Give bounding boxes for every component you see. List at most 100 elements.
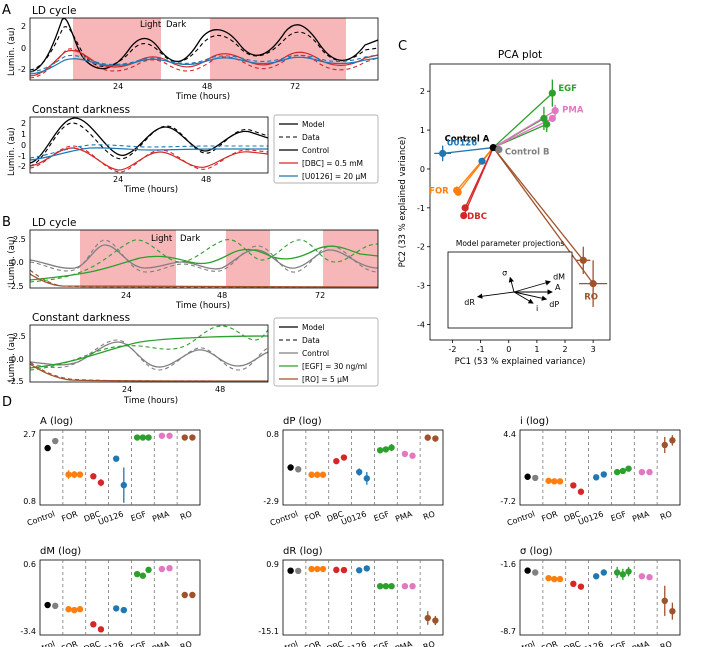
category-label: FOR xyxy=(540,509,559,523)
pca-point-label: U0126 xyxy=(447,138,478,148)
u0126-model-line xyxy=(30,56,378,75)
pca-point-label: PMA xyxy=(562,106,584,116)
estimate-point xyxy=(133,570,141,578)
inset-vector-arrow xyxy=(513,291,548,301)
estimate-point xyxy=(570,580,577,588)
legend-label: [EGF] = 30 ng/ml xyxy=(302,362,367,371)
category-label: Control xyxy=(269,509,299,527)
estimate-point xyxy=(319,565,327,573)
estimate-point xyxy=(532,569,539,576)
estimate-point xyxy=(71,471,78,478)
estimate-point xyxy=(65,471,72,478)
pca-point xyxy=(495,145,503,154)
light-label: Light xyxy=(140,20,162,30)
subplot-frame xyxy=(519,429,681,506)
subplot-ytick: -15.1 xyxy=(258,627,279,636)
pca-point-label: FOR xyxy=(429,186,449,196)
estimate-point xyxy=(112,455,120,462)
category-label: DBC xyxy=(563,639,583,647)
pca-point xyxy=(579,256,587,264)
egf-model-line xyxy=(30,245,378,281)
category-label: FOR xyxy=(303,509,322,523)
estimate-point xyxy=(669,437,676,444)
estimate-point xyxy=(295,466,302,473)
pca-connector-line xyxy=(463,147,494,216)
control-model-line xyxy=(30,341,268,368)
estimate-point xyxy=(287,567,294,574)
estimate-point xyxy=(545,574,552,582)
pca-point xyxy=(461,204,469,212)
subplot-title: dP (log) xyxy=(283,416,322,427)
subplot-ytick: -2.9 xyxy=(263,497,279,506)
estimate-point xyxy=(145,434,152,441)
pca-point xyxy=(460,212,468,220)
legend-label: [DBC] = 0.5 mM xyxy=(302,159,363,168)
category-label: U0126 xyxy=(97,639,125,647)
ro-data-line xyxy=(30,269,378,288)
pca-point xyxy=(439,149,447,158)
ytick: -2 xyxy=(18,162,26,171)
egf-data-line xyxy=(30,239,378,283)
estimate-point xyxy=(181,591,188,599)
estimate-point xyxy=(76,606,84,613)
panel-a-top-xlabel: Time (hours) xyxy=(175,92,230,102)
ytick: 1 xyxy=(21,130,26,139)
estimate-point xyxy=(532,474,539,482)
ytick: -2.5 xyxy=(8,377,24,386)
estimate-point xyxy=(382,446,390,453)
estimate-point xyxy=(97,479,105,486)
category-label: RO xyxy=(422,509,436,522)
category-label: FOR xyxy=(60,639,79,647)
estimate-point xyxy=(432,617,439,624)
pca-point-label: Control A xyxy=(445,135,490,145)
estimate-point xyxy=(340,566,348,574)
estimate-point xyxy=(409,452,416,459)
estimate-point xyxy=(120,481,128,489)
pca-point xyxy=(548,114,556,123)
estimate-point xyxy=(577,583,585,590)
category-label: U0126 xyxy=(577,509,605,526)
pca-connector-line xyxy=(457,147,494,193)
estimate-point xyxy=(52,437,59,445)
category-label: Control xyxy=(26,509,56,527)
pca-title: PCA plot xyxy=(498,49,542,61)
estimate-point xyxy=(570,482,577,489)
category-label: EGF xyxy=(610,639,628,647)
subplot-ytick: -8.7 xyxy=(500,627,516,636)
panel-b-bottom-title: Constant darkness xyxy=(32,312,130,324)
panel-a-bottom-frame xyxy=(29,116,269,174)
subplot-ytick: 0.6 xyxy=(23,560,36,569)
category-label: EGF xyxy=(130,639,148,647)
estimate-point xyxy=(319,471,327,478)
estimate-point xyxy=(287,464,294,471)
pca-ytick-label: 0 xyxy=(420,165,425,174)
subplot-title: dM (log) xyxy=(40,546,81,557)
category-label: Control xyxy=(269,639,299,647)
xtick: 24 xyxy=(121,291,131,300)
estimate-point xyxy=(355,468,363,476)
estimate-point xyxy=(333,457,340,465)
subplot-ytick: 0.9 xyxy=(266,560,279,569)
estimate-point xyxy=(551,478,558,485)
category-label: EGF xyxy=(610,509,628,523)
legend-label: Model xyxy=(302,323,325,332)
category-label: RO xyxy=(179,509,193,522)
dark-label: Dark xyxy=(166,20,186,30)
pca-plot: PCA plot PC1 (53 % explained variance) P… xyxy=(398,49,611,367)
pca-point xyxy=(489,143,497,152)
estimate-point xyxy=(189,434,196,441)
estimate-point xyxy=(661,597,668,605)
xtick: 48 xyxy=(217,291,227,300)
pca-point xyxy=(454,188,462,196)
estimate-point xyxy=(145,566,152,574)
category-label: Control xyxy=(26,639,56,647)
estimate-point xyxy=(556,575,564,583)
category-label: PMA xyxy=(631,509,651,524)
panel-a-top-title: LD cycle xyxy=(32,5,76,17)
estimate-point xyxy=(613,569,621,576)
subplot-ytick: -1.6 xyxy=(500,560,516,569)
control-data-line xyxy=(30,122,268,167)
category-label: EGF xyxy=(373,509,391,523)
